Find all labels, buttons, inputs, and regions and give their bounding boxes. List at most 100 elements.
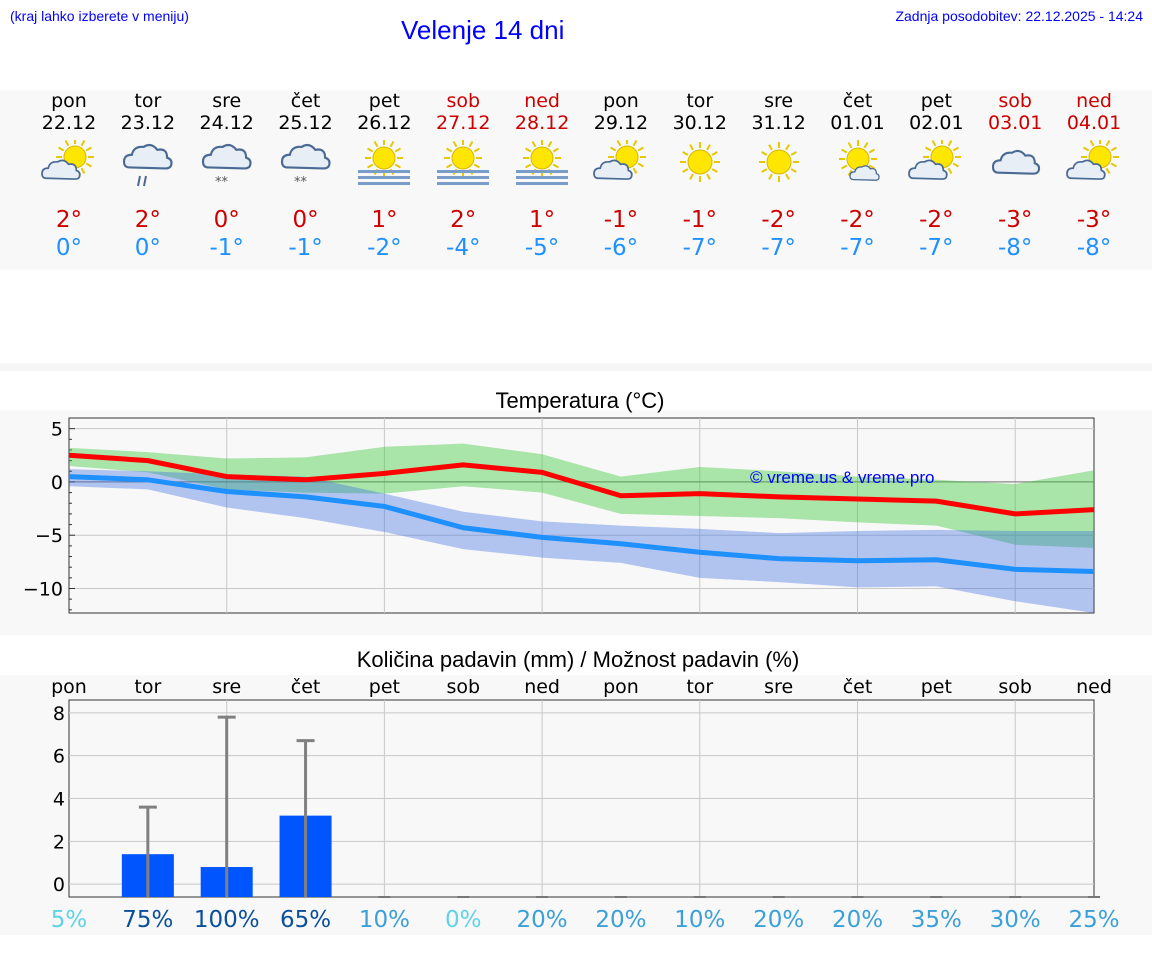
day-column: čet 25.12 ** 0° -1° xyxy=(266,90,346,262)
day-column: pon 29.12 -1° -6° xyxy=(581,90,661,262)
day-date: 26.12 xyxy=(357,112,412,134)
sun-fog-icon xyxy=(437,140,490,185)
day-column: sre 31.12 -2° -7° xyxy=(739,90,819,262)
y-tick-label: −5 xyxy=(35,525,63,547)
day-date: 25.12 xyxy=(278,112,333,134)
x-tick-label: pon xyxy=(51,676,87,698)
min-temperature: -4° xyxy=(446,235,481,261)
day-name: sre xyxy=(212,90,242,112)
y-tick-label: 5 xyxy=(51,419,63,441)
chart-title: Temperatura (°C) xyxy=(496,388,665,413)
x-tick-label: ned xyxy=(1076,676,1112,698)
precip-probability: 65% xyxy=(280,907,331,933)
precip-probability: 35% xyxy=(911,907,962,933)
cloud-icon xyxy=(992,149,1041,175)
x-tick-label: tor xyxy=(134,676,161,698)
day-name: čet xyxy=(290,90,321,112)
x-tick-label: tor xyxy=(686,676,713,698)
min-temperature: -2° xyxy=(367,235,402,261)
min-temperature: -5° xyxy=(524,235,560,261)
day-date: 27.12 xyxy=(436,112,491,134)
max-temperature: 0° xyxy=(213,207,240,233)
precip-probability: 5% xyxy=(51,907,88,933)
max-temperature: -1° xyxy=(682,207,718,233)
day-date: 31.12 xyxy=(751,112,806,134)
min-temperature: -6° xyxy=(603,235,639,261)
sun-icon xyxy=(679,142,720,182)
day-name: čet xyxy=(842,90,873,112)
x-tick-label: sre xyxy=(212,676,241,698)
y-tick-label: 4 xyxy=(53,789,65,811)
x-tick-label: sre xyxy=(764,676,793,698)
min-temperature: -1° xyxy=(288,235,323,261)
day-column: čet 01.01 -2° -7° xyxy=(818,90,898,262)
day-column: pet 26.12 1° -2° xyxy=(344,90,424,262)
max-temperature: 1° xyxy=(529,207,556,233)
precip-probability: 10% xyxy=(359,907,410,933)
day-name: ned xyxy=(524,90,560,112)
max-temperature: -3° xyxy=(997,207,1033,233)
last-update: Zadnja posodobitev: 22.12.2025 - 14:24 xyxy=(895,8,1143,24)
precip-probability: 20% xyxy=(832,907,883,933)
max-range-band xyxy=(69,443,1095,548)
snow-cloud-icon: ** xyxy=(201,143,252,190)
precip-probability: 20% xyxy=(517,907,568,933)
temperature-chart: Temperatura (°C) 5 0 −5 −10 © vreme.us & vrem… xyxy=(0,388,1152,635)
day-column: pet 02.01 -2° -7° xyxy=(896,90,976,262)
day-name: tor xyxy=(686,90,714,112)
x-tick-label: čet xyxy=(291,676,321,698)
day-date: 22.12 xyxy=(41,112,97,134)
sun-icon xyxy=(758,142,799,182)
day-date: 24.12 xyxy=(199,112,254,134)
y-tick-label: 0 xyxy=(53,874,65,896)
day-name: pon xyxy=(51,90,87,112)
min-temperature: -1° xyxy=(209,235,244,261)
x-tick-label: pet xyxy=(369,676,400,698)
day-name: pet xyxy=(920,90,952,112)
min-temperature: -7° xyxy=(682,235,718,261)
min-temperature: -7° xyxy=(761,235,796,261)
day-name: sob xyxy=(998,90,1032,112)
day-name: ned xyxy=(1076,90,1112,112)
sun-small-cloud-icon xyxy=(838,140,880,181)
day-name: pet xyxy=(368,90,400,112)
snow-cloud-icon: ** xyxy=(280,143,331,190)
y-tick-label: 0 xyxy=(51,472,63,494)
min-temperature: -8° xyxy=(1076,235,1112,261)
sun-fog-icon xyxy=(516,140,569,185)
precip-probability: 100% xyxy=(194,907,260,933)
min-temperature: -7° xyxy=(840,235,875,261)
min-temperature-line xyxy=(68,474,1095,574)
min-temperature: -7° xyxy=(919,235,954,261)
sun-cloud-icon xyxy=(1066,140,1120,180)
max-temperature-line xyxy=(68,452,1095,517)
day-column: ned 28.12 1° -5° xyxy=(502,90,582,262)
page-title: Velenje 14 dni xyxy=(401,15,565,45)
day-date: 04.01 xyxy=(1066,112,1122,134)
watermark: © vreme.us & vreme.pro xyxy=(750,468,934,487)
sun-cloud-icon xyxy=(593,140,646,180)
day-date: 23.12 xyxy=(120,112,176,134)
day-column: sob 27.12 2° -4° xyxy=(423,90,503,262)
y-tick-label: 6 xyxy=(53,746,65,768)
max-temperature: 2° xyxy=(55,207,83,233)
precipitation-chart: Količina padavin (mm) / Možnost padavin … xyxy=(0,647,1152,935)
max-temperature: -3° xyxy=(1076,207,1112,233)
y-tick-label: 2 xyxy=(53,831,65,853)
x-tick-label: pon xyxy=(603,676,639,698)
day-name: sob xyxy=(446,90,481,112)
forecast-strip xyxy=(0,90,1152,270)
day-date: 01.01 xyxy=(830,112,885,134)
precip-probability: 75% xyxy=(122,907,173,933)
sun-fog-icon xyxy=(358,140,411,185)
precip-probability: 25% xyxy=(1068,907,1119,933)
precip-probability: 20% xyxy=(595,907,646,933)
svg-text:**: ** xyxy=(215,175,229,190)
min-temperature: -8° xyxy=(997,235,1033,261)
max-temperature: 2° xyxy=(450,207,477,233)
x-tick-label: ned xyxy=(524,676,560,698)
max-temperature: 1° xyxy=(371,207,398,233)
divider xyxy=(0,363,1152,371)
max-temperature: 2° xyxy=(134,207,161,233)
x-tick-label: pet xyxy=(921,676,952,698)
